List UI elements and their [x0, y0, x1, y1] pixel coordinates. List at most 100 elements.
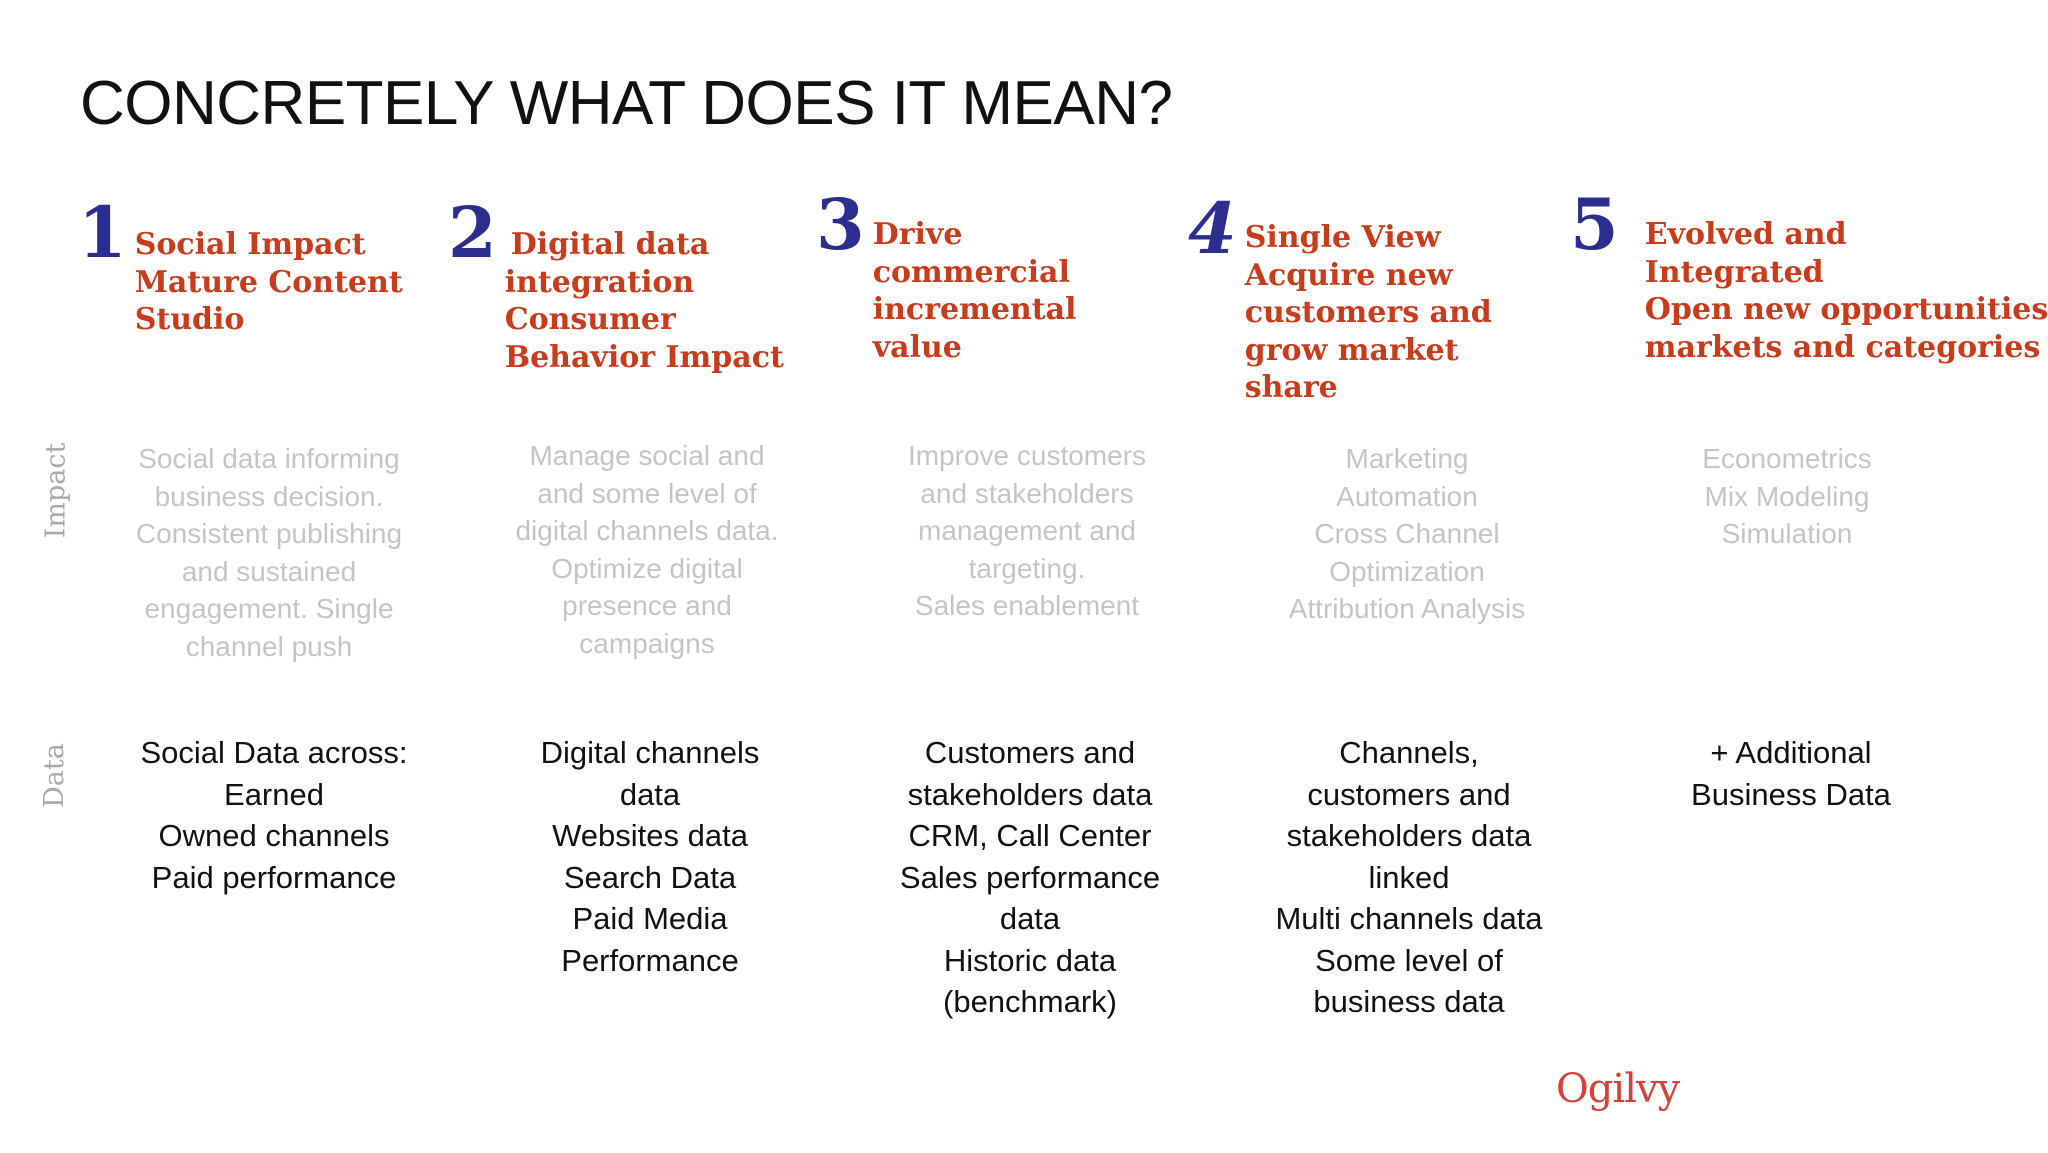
data-line: Channels,	[1339, 735, 1479, 770]
impact-line: campaigns	[579, 627, 715, 659]
column-2: 2 Digital data integration Consumer Beha…	[448, 0, 815, 1153]
heading-line: Behavior Impact	[504, 339, 784, 375]
impact-line: management and	[918, 515, 1136, 546]
data-line: Earned	[224, 776, 324, 812]
column-heading: 4 Single View Acquire new customers and …	[1188, 194, 1492, 407]
heading-line: Digital data	[510, 227, 710, 262]
data-text: Channels, customers and stakeholders dat…	[1244, 732, 1574, 1023]
step-number: 3	[816, 183, 865, 266]
data-line: data	[999, 901, 1061, 936]
heading-line: Consumer	[504, 302, 676, 337]
data-line: linked	[1368, 859, 1450, 895]
impact-line: Mix Modeling	[1704, 480, 1870, 512]
ogilvy-logo: Ogilvy	[1556, 1066, 1680, 1112]
column-heading: 3 Drive commercial incremental value	[816, 190, 1076, 366]
step-number: 4	[1188, 187, 1237, 270]
column-heading: 2 Digital data integration Consumer Beha…	[448, 198, 784, 376]
impact-line: Econometrics	[1702, 443, 1872, 474]
heading-text: Digital data integration Consumer Behavi…	[505, 226, 784, 376]
heading-line: Studio	[134, 302, 245, 337]
impact-line: channel push	[185, 630, 353, 662]
impact-line: Simulation	[1721, 518, 1853, 549]
heading-line: Mature Content	[134, 264, 403, 300]
heading-text: Evolved and Integrated Open new opportun…	[1645, 216, 2048, 366]
impact-line: business decision.	[154, 480, 384, 512]
heading-line: incremental	[872, 292, 1077, 327]
data-line: stakeholders data	[907, 776, 1153, 812]
heading-line: Open new opportunities	[1644, 292, 2048, 327]
data-line: + Additional	[1710, 735, 1872, 770]
data-line: Search Data	[563, 859, 737, 895]
impact-line: Optimization	[1329, 555, 1485, 587]
data-line: Paid Media	[572, 901, 728, 936]
heading-line: markets and categories	[1644, 329, 2041, 365]
column-4: 4 Single View Acquire new customers and …	[1188, 0, 1574, 1153]
impact-text: Marketing Automation Cross Channel Optim…	[1242, 440, 1572, 628]
impact-line: and some level of	[537, 477, 757, 509]
impact-line: Sales enablement	[914, 590, 1140, 621]
data-line: Customers and	[924, 735, 1136, 770]
impact-line: Social data informing	[138, 443, 400, 474]
data-text: Digital channels data Websites data Sear…	[485, 732, 815, 981]
impact-text: Econometrics Mix Modeling Simulation	[1622, 440, 1952, 553]
impact-line: Improve customers	[907, 440, 1147, 471]
data-line: customers and	[1307, 776, 1511, 812]
data-line: (benchmark)	[943, 984, 1117, 1019]
impact-line: targeting.	[968, 552, 1086, 584]
data-line: Paid performance	[151, 859, 397, 895]
data-line: CRM, Call Center	[908, 818, 1152, 853]
heading-line: Social Impact	[134, 227, 366, 262]
data-line: business data	[1313, 984, 1505, 1019]
heading-text: Single View Acquire new customers and gr…	[1245, 219, 1492, 407]
data-text: Social Data across: Earned Owned channel…	[109, 732, 439, 898]
slide-title: CONCRETELY WHAT DOES IT MEAN?	[80, 69, 1173, 138]
row-label-data: Data	[38, 743, 70, 808]
impact-line: Optimize digital	[551, 552, 743, 584]
impact-line: engagement. Single	[144, 593, 394, 624]
data-line: Business Data	[1691, 776, 1891, 812]
heading-text: Social Impact Mature Content Studio	[135, 226, 403, 339]
data-line: Websites data	[552, 818, 748, 853]
heading-line: customers and	[1244, 295, 1492, 330]
impact-line: Consistent publishing	[135, 518, 403, 549]
column-heading: 1 Social Impact Mature Content Studio	[78, 198, 403, 339]
impact-line: presence and	[562, 590, 732, 621]
heading-line: commercial	[872, 254, 1070, 290]
column-3: 3 Drive commercial incremental value Imp…	[816, 0, 1195, 1153]
data-line: Owned channels	[158, 818, 390, 853]
row-label-impact: Impact	[40, 442, 72, 539]
impact-line: Cross Channel	[1314, 518, 1500, 549]
data-line: data	[619, 776, 681, 812]
data-line: Performance	[561, 942, 739, 978]
heading-line: Single View	[1244, 220, 1441, 255]
data-line: Multi channels data	[1275, 901, 1543, 936]
column-1: 1 Social Impact Mature Content Studio So…	[78, 0, 434, 1153]
data-line: Sales performance	[899, 859, 1161, 895]
heading-line: grow market	[1244, 332, 1459, 368]
heading-line: Acquire new	[1244, 257, 1453, 293]
heading-text: Drive commercial incremental value	[873, 216, 1077, 366]
step-number: 5	[1570, 183, 1619, 266]
impact-line: and sustained	[181, 555, 357, 587]
heading-line: share	[1244, 370, 1338, 405]
impact-text: Manage social and and some level of digi…	[482, 437, 812, 662]
heading-line: value	[872, 329, 962, 365]
impact-text: Improve customers and stakeholders manag…	[862, 437, 1192, 625]
step-number: 2	[448, 191, 497, 274]
heading-line: Evolved and	[1644, 217, 1847, 252]
column-5: 5 Evolved and Integrated Open new opport…	[1570, 0, 2048, 1153]
data-line: Digital channels	[540, 735, 760, 770]
impact-line: Marketing	[1345, 443, 1469, 474]
impact-line: Automation	[1336, 480, 1478, 512]
data-line: stakeholders data	[1286, 818, 1532, 853]
impact-line: and stakeholders	[920, 477, 1134, 509]
data-line: Social Data across:	[140, 735, 408, 770]
step-number: 1	[78, 191, 127, 274]
data-text: Customers and stakeholders data CRM, Cal…	[865, 732, 1195, 1023]
data-text: + Additional Business Data	[1626, 732, 1956, 815]
heading-line: Drive	[872, 217, 963, 252]
heading-line: integration	[504, 264, 695, 300]
impact-line: digital channels data.	[515, 515, 779, 546]
impact-text: Social data informing business decision.…	[104, 440, 434, 665]
impact-line: Manage social and	[529, 440, 765, 471]
